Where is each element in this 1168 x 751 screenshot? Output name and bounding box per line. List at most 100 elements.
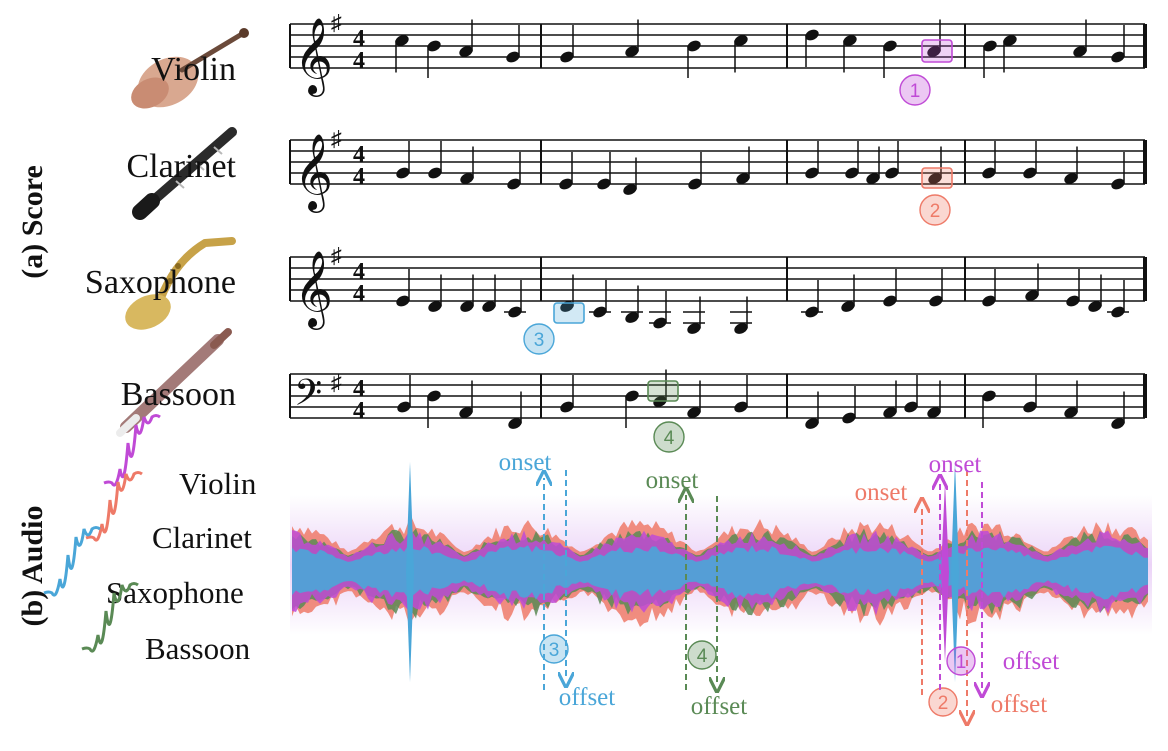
note <box>460 146 474 184</box>
violin-marker-badge <box>899 74 931 106</box>
violin-icon <box>131 28 249 109</box>
note <box>928 146 942 184</box>
note <box>504 280 526 318</box>
note <box>687 40 701 78</box>
legend-label-violin: Violin <box>179 466 257 501</box>
saxophone-waveform <box>292 545 1148 601</box>
treble-clef-icon: 𝄞 <box>294 134 333 213</box>
note <box>397 375 411 413</box>
note <box>1088 274 1102 312</box>
key-sharp-icon: ♯ <box>331 370 342 395</box>
note <box>649 291 671 329</box>
note <box>482 274 496 312</box>
waveform-spike <box>406 462 414 682</box>
score-markers: 1 2 3 4 <box>523 39 953 453</box>
note <box>623 157 637 195</box>
time-signature-bottom: 4 <box>353 48 365 74</box>
saxophone-offset-label: offset <box>559 684 616 711</box>
note <box>396 269 410 307</box>
key-sharp-icon: ♯ <box>331 10 342 35</box>
note <box>428 141 442 179</box>
staff-4: 𝄢 ♯ 44 <box>289 369 1147 429</box>
note <box>460 274 474 312</box>
audio-section-label: (b) Audio <box>16 506 49 627</box>
note <box>929 269 943 307</box>
score-section-label: (a) Score <box>16 165 49 279</box>
legend-clarinet-wave-icon <box>85 471 143 542</box>
note <box>805 391 819 429</box>
bassoon-marker-badge <box>653 421 685 453</box>
note <box>428 274 442 312</box>
score-staves: 𝄞♯44𝄞♯44𝄞♯44𝄢 ♯ 44 <box>289 10 1147 429</box>
time-signature-top: 4 <box>353 376 365 402</box>
legend-label-clarinet: Clarinet <box>152 520 252 555</box>
note <box>1073 19 1087 57</box>
time-signature-bottom: 4 <box>353 164 365 190</box>
legend: Violin Clarinet Saxophone Bassoon <box>43 414 257 666</box>
note <box>805 141 819 179</box>
note <box>395 35 409 73</box>
note <box>427 40 441 78</box>
audio-annotations: onset offset 3 onset offset 4 onset offs… <box>499 449 1060 720</box>
score-label-clarinet: Clarinet <box>126 148 236 185</box>
violin-offset-label: offset <box>1003 648 1060 675</box>
note <box>560 375 574 413</box>
saxophone-marker-badge <box>523 323 555 355</box>
note <box>883 269 897 307</box>
audio-waveform <box>292 462 1148 682</box>
note <box>507 152 521 190</box>
bass-clef-icon: 𝄢 <box>294 373 322 422</box>
staff-2: 𝄞♯ 44 <box>289 126 1147 213</box>
time-signature-top: 4 <box>353 259 365 285</box>
note <box>1023 141 1037 179</box>
note <box>508 391 522 429</box>
saxophone-marker-number: 3 <box>534 330 545 351</box>
note <box>1064 380 1078 418</box>
score-label-violin: Violin <box>151 51 236 88</box>
note <box>1025 263 1039 301</box>
bassoon-note-highlight <box>647 380 679 402</box>
legend-bassoon-wave-icon <box>81 582 139 653</box>
clarinet-icon <box>132 127 237 220</box>
note <box>805 29 819 67</box>
violin-audio-marker-number: 1 <box>956 652 967 673</box>
note <box>927 380 941 418</box>
score-label-saxophone: Saxophone <box>85 264 236 301</box>
note <box>842 386 856 424</box>
legend-saxophone-wave-icon <box>43 526 101 597</box>
bassoon-icon <box>116 328 232 437</box>
note <box>982 269 996 307</box>
note <box>1111 391 1125 429</box>
clarinet-audio-marker-number: 2 <box>938 693 949 714</box>
note <box>904 375 918 413</box>
score-label-bassoon: Bassoon <box>121 376 236 413</box>
violin-note-highlight <box>921 39 953 63</box>
note <box>927 19 941 57</box>
saxophone-note-highlight <box>553 302 585 324</box>
time-signature-top: 4 <box>353 142 365 168</box>
waveform-spike <box>941 482 949 662</box>
saxophone-onset-label: onset <box>499 449 552 476</box>
note <box>1003 35 1017 73</box>
bassoon-audio-marker-badge <box>687 640 717 670</box>
clarinet-offset-label: offset <box>991 691 1048 718</box>
note <box>560 25 574 63</box>
waveform-spike <box>951 462 959 682</box>
time-signature-top: 4 <box>353 26 365 52</box>
note <box>1023 375 1037 413</box>
bassoon-offset-label: offset <box>691 693 748 720</box>
note <box>883 380 897 418</box>
key-sharp-icon: ♯ <box>331 243 342 268</box>
bassoon-audio-marker-number: 4 <box>697 646 708 667</box>
violin-audio-marker-badge <box>946 646 976 676</box>
staff-3: 𝄞♯ 44 <box>289 243 1147 334</box>
note <box>801 280 823 318</box>
legend-label-bassoon: Bassoon <box>145 631 251 666</box>
violin-marker-number: 1 <box>910 81 921 102</box>
clarinet-marker-badge <box>919 194 951 226</box>
treble-clef-icon: 𝄞 <box>294 251 333 330</box>
clarinet-marker-number: 2 <box>930 201 941 222</box>
note <box>621 285 643 323</box>
note <box>734 35 748 73</box>
